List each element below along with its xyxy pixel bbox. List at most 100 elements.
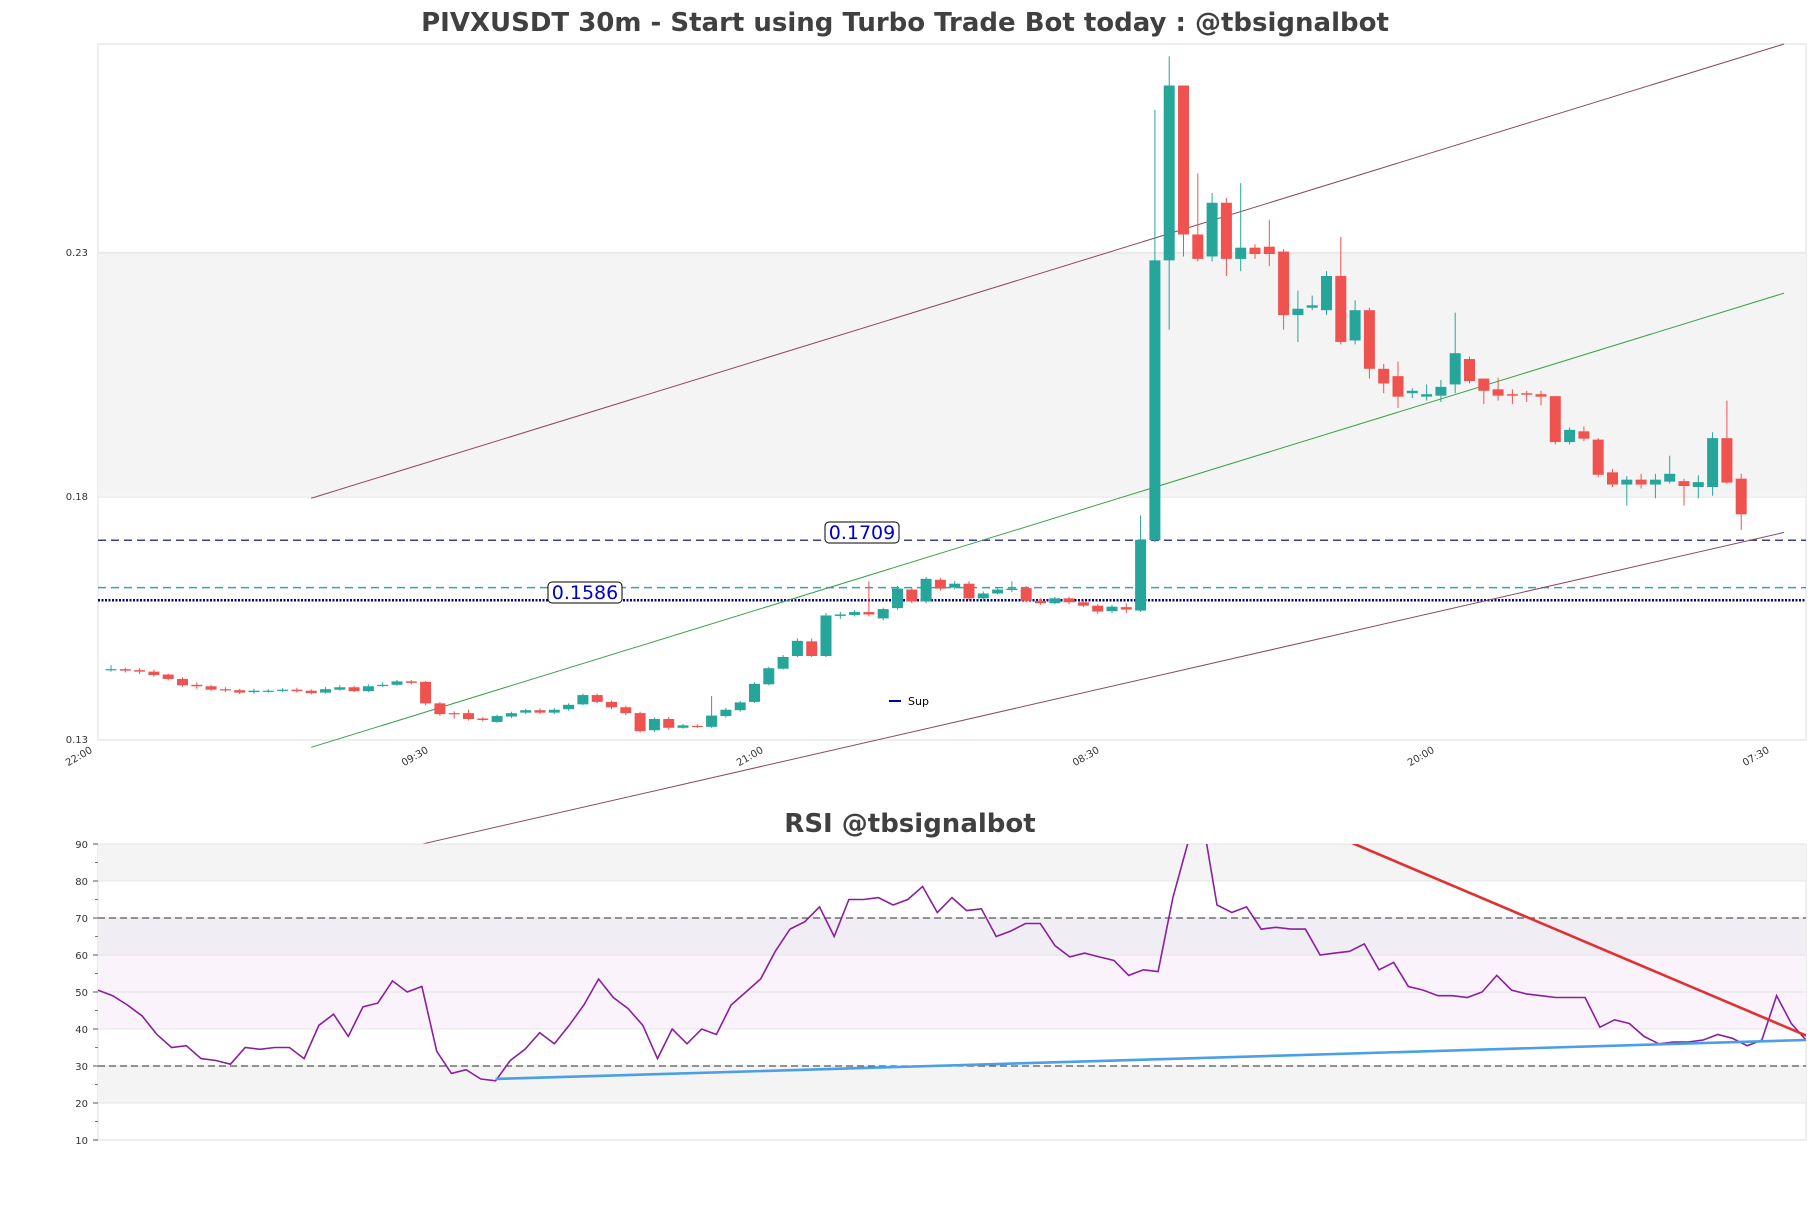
candle	[1506, 389, 1518, 404]
candle	[1249, 244, 1261, 259]
candle-body	[663, 718, 675, 728]
candle	[1406, 388, 1418, 399]
rsi-lines	[98, 844, 1806, 1082]
candle-body	[920, 578, 932, 602]
candle	[1449, 312, 1461, 394]
candle	[677, 723, 689, 729]
candle-body	[1707, 438, 1719, 487]
candle-body	[277, 689, 289, 691]
rsi-y-tick-label: 80	[75, 877, 88, 888]
candle	[1464, 356, 1475, 384]
candle-body	[563, 704, 575, 710]
main-x-tick-label: 21:00	[735, 745, 765, 769]
candle-body	[291, 689, 303, 692]
candle	[820, 613, 832, 657]
rsi-resistance-trendline	[1351, 844, 1806, 1037]
candle	[405, 679, 417, 685]
candle-body	[1378, 368, 1390, 384]
candle	[963, 581, 975, 601]
candle-body	[491, 716, 503, 722]
candle-body	[505, 713, 517, 717]
rsi-band	[98, 844, 1806, 881]
candle	[606, 700, 617, 710]
main-chart-title: PIVXUSDT 30m - Start using Turbo Trade B…	[421, 8, 1389, 38]
candle-body	[606, 701, 617, 708]
candle	[663, 717, 675, 730]
candle	[806, 638, 818, 657]
candle-body	[720, 709, 732, 717]
candle-body	[992, 589, 1004, 594]
candle-body	[1263, 246, 1275, 255]
candle-body	[1220, 202, 1232, 259]
candle-body	[849, 612, 861, 615]
candle	[391, 679, 403, 686]
candle-body	[1692, 482, 1704, 487]
candle-body	[1006, 588, 1018, 591]
candle-body	[420, 681, 432, 704]
candle	[1435, 380, 1447, 403]
candle	[377, 682, 389, 688]
candle	[834, 612, 846, 619]
candle	[920, 576, 932, 604]
candle-body	[1192, 234, 1204, 259]
candle	[892, 586, 903, 610]
candle	[1263, 219, 1275, 267]
main-x-tick-label: 08:30	[1071, 745, 1101, 769]
rsi-bands	[98, 843, 1806, 1104]
candle-body	[119, 669, 131, 671]
rsi-y-tick-label: 50	[75, 988, 88, 999]
candle-body	[1464, 359, 1475, 382]
candle	[1149, 109, 1161, 543]
rsi-y-tick-label: 60	[75, 951, 88, 962]
candle-body	[1120, 607, 1132, 610]
main-x-tick-label: 20:00	[1406, 745, 1436, 769]
rsi-y-tick-label: 30	[75, 1062, 88, 1073]
candle-body	[405, 681, 417, 683]
candle	[177, 677, 188, 687]
candle	[1178, 85, 1189, 257]
candle	[505, 711, 517, 719]
candle-body	[591, 695, 603, 702]
candle	[1578, 426, 1590, 442]
candle-body	[1278, 251, 1290, 316]
resistance-band	[98, 251, 1806, 496]
rsi-y-tick-label: 70	[75, 914, 88, 925]
candle	[191, 682, 203, 689]
candle-body	[1735, 478, 1747, 515]
candle	[434, 701, 446, 717]
candle-body	[1549, 396, 1561, 443]
candle	[1492, 377, 1504, 401]
candle	[691, 724, 703, 728]
candle-body	[262, 690, 274, 692]
candle-body	[577, 695, 589, 705]
candle-body	[691, 725, 703, 728]
candle-body	[734, 702, 746, 711]
candle-body	[648, 718, 660, 731]
channel-middle-line	[311, 292, 1785, 748]
rsi-y-axis: 90 80 70 60 50 40 30 20 10	[75, 840, 98, 1147]
candle	[1321, 271, 1332, 316]
candle	[1678, 478, 1690, 506]
candle	[1292, 290, 1304, 342]
candle	[1035, 598, 1046, 605]
candle-body	[1478, 378, 1490, 391]
candle	[1077, 600, 1089, 608]
candle	[1564, 427, 1576, 445]
rsi-y-tick-label: 20	[75, 1099, 88, 1110]
candle	[1421, 384, 1433, 401]
candle-body	[620, 707, 632, 714]
candle-body	[1621, 479, 1633, 485]
candle	[1020, 586, 1032, 603]
candle	[1549, 396, 1561, 445]
candle	[992, 587, 1004, 595]
candle	[706, 696, 718, 728]
candle-body	[162, 674, 174, 679]
candle-body	[463, 713, 474, 719]
candle-body	[1521, 393, 1533, 395]
candle-body	[1492, 389, 1504, 396]
candle-body	[906, 589, 918, 602]
candle	[791, 638, 803, 657]
candle-body	[1392, 376, 1404, 397]
candle	[1735, 473, 1747, 530]
